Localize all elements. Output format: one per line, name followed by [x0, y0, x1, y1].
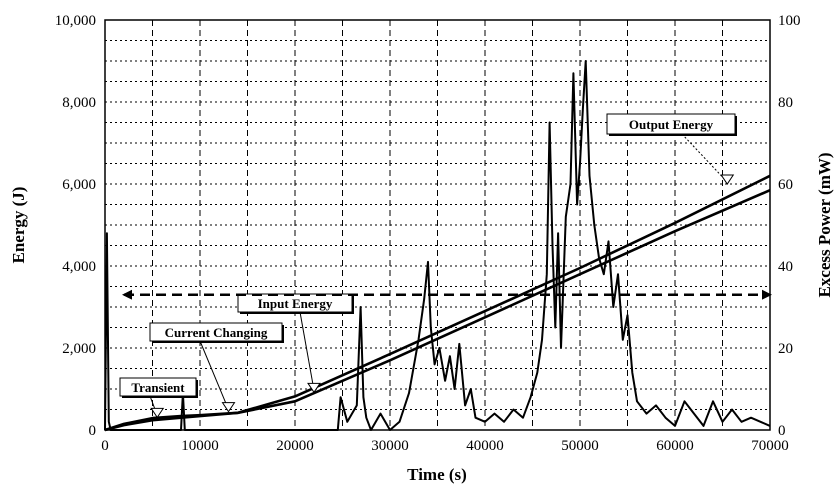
y2-tick-label: 0: [778, 423, 786, 439]
y-tick-label: 4,000: [62, 259, 96, 275]
annotation-leader: [299, 311, 315, 391]
y-tick-label: 6,000: [62, 177, 96, 193]
y2-tick-label: 80: [778, 95, 793, 111]
annotation-pointer: [150, 407, 165, 419]
y-tick-label: 0: [89, 423, 97, 439]
annotation-pointer: [720, 174, 735, 185]
x-tick-label: 10000: [181, 438, 219, 454]
y-axis-title: Energy (J): [9, 187, 28, 264]
grid: [105, 20, 770, 430]
y2-axis-title: Excess Power (mW): [815, 152, 834, 297]
y2-tick-label: 40: [778, 259, 793, 275]
x-tick-label: 20000: [276, 438, 314, 454]
annotation-leader: [199, 340, 229, 410]
annotation-pointer: [307, 382, 321, 394]
y-tick-label: 8,000: [62, 95, 96, 111]
y2-tick-labels: 0 20 40 60 80 100: [778, 13, 801, 439]
energy-line-1: [104, 174, 771, 432]
x-tick-labels: 0 10000 20000 30000 40000 50000 60000 70000: [101, 438, 789, 454]
x-tick-label: 50000: [561, 438, 599, 454]
annotation-leader: [681, 133, 728, 183]
annotation-label: Transient: [131, 380, 185, 395]
y-tick-label: 10,000: [55, 13, 96, 29]
annotation-pointer: [221, 402, 236, 413]
y2-tick-label: 20: [778, 341, 793, 357]
annotation-box: [149, 322, 283, 342]
excess-power-line: [104, 60, 771, 431]
x-axis-title: Time (s): [407, 465, 467, 484]
y2-tick-label: 60: [778, 177, 793, 193]
annotation-label: Input Energy: [258, 296, 333, 311]
energy-line-2: [104, 189, 771, 432]
x-tick-label: 30000: [371, 438, 409, 454]
annotation-layer: Output Energy Input Energy Current Changin…: [119, 113, 772, 419]
x-tick-label: 40000: [466, 438, 504, 454]
annotation-box: [119, 377, 197, 397]
y-tick-label: 2,000: [62, 341, 96, 357]
x-tick-label: 0: [101, 438, 109, 454]
x-tick-label: 70000: [751, 438, 789, 454]
annotation-label: Output Energy: [629, 117, 714, 132]
y2-tick-label: 100: [778, 13, 801, 29]
y-tick-labels: 0 2,000 4,000 6,000 8,000 10,000: [55, 13, 96, 439]
series-layer: [104, 60, 771, 432]
x-tick-label: 60000: [656, 438, 694, 454]
annotation-box: [606, 113, 736, 135]
annotation-label: Current Changing: [165, 325, 268, 340]
